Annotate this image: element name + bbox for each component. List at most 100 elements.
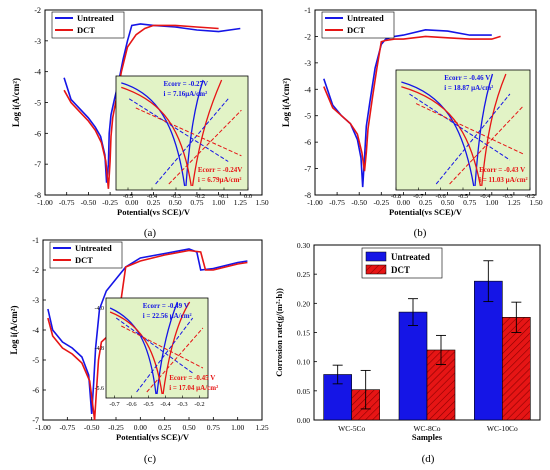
x-tick-label: 0.75: [207, 423, 220, 432]
y-tick-label: -4: [304, 85, 311, 94]
panel-label: (d): [422, 453, 435, 465]
y-axis-title: Log i(A/cm²): [11, 78, 21, 127]
y-tick-label: 0.00: [297, 416, 310, 425]
inset-curve-dct: [121, 79, 223, 187]
y-axis-title: Corrosion rate(g/(m²·h)): [274, 288, 284, 377]
legend-swatch: [365, 264, 387, 275]
inset-x-tick-label: -0.8: [391, 193, 401, 200]
y-tick-label: -3: [32, 296, 39, 305]
panel-c: -1.00 -0.75 -0.50 -0.25 0.00 0.25 0.50 0.75 1.00…: [9, 236, 269, 465]
x-tick-label: 0.25: [419, 198, 432, 207]
x-tick-label: 0.25: [147, 198, 160, 207]
x-axis-title: Potential(vs SCE)/V: [116, 432, 190, 442]
inset-x-tick-label: -0.3: [171, 193, 181, 200]
inset-x-tick-label: -0.1: [219, 193, 229, 200]
inset-curve-dct: [109, 301, 191, 395]
x-tick-label: -0.25: [102, 198, 118, 207]
inset-x-tick-label: -0.2: [195, 193, 205, 200]
x-tick-label: 1.50: [255, 198, 268, 207]
legend-label: DCT: [391, 265, 410, 275]
series-line-dct: [323, 35, 501, 172]
series-line-dct: [63, 24, 219, 189]
legend-swatch: [365, 251, 387, 262]
inset-x-tick-label: -0.4: [480, 193, 491, 200]
bar-dct: [502, 317, 531, 421]
inset-tangent-line: [409, 93, 511, 161]
y-tick-label: -8: [304, 191, 311, 200]
x-tick-label: 1.25: [255, 423, 268, 432]
inset-x-tick-label: -0.5: [123, 193, 133, 200]
inset-curve-dct: [401, 73, 507, 187]
x-axis-title: Samples: [412, 432, 443, 442]
inset-x-tick-label: -0.6: [126, 401, 137, 408]
bar-untreated: [474, 280, 503, 421]
x-tick-label: 1.25: [234, 198, 247, 207]
inset-x-tick-label: -0.4: [147, 193, 158, 200]
inset-tangent-line: [435, 93, 511, 185]
inset-x-tick-label: -0.3: [503, 193, 513, 200]
legend-label: Untreated: [391, 252, 430, 262]
x-tick-label: 1.25: [507, 198, 520, 207]
x-tick-label: 0.75: [463, 198, 476, 207]
y-tick-label: -7: [304, 165, 311, 174]
bar-untreated: [398, 311, 428, 421]
y-tick-label: -5: [304, 112, 311, 121]
y-tick-label: -1: [304, 6, 311, 15]
inset-x-tick-label: -0.5: [143, 401, 153, 408]
inset-tangent-line: [135, 107, 242, 157]
y-axis-title: Log i(A/cm²): [9, 306, 19, 355]
y-tick-label: 0.30: [297, 241, 310, 250]
legend-label: Untreated: [77, 13, 114, 23]
y-tick-label: -2: [304, 32, 311, 41]
inset-x-tick-label: -0.3: [177, 401, 187, 408]
y-tick-label: -1: [32, 236, 39, 245]
inset-tangent-line: [146, 327, 204, 393]
x-tick-label: WC-8Co: [413, 424, 440, 433]
panel-label: (b): [414, 227, 427, 239]
x-tick-label: 0.00: [134, 423, 147, 432]
inset-x-tick-label: -0.5: [458, 193, 468, 200]
inset-annotation-untreated: i = 22.56 μA/cm²: [143, 312, 192, 320]
series-line-untreated: [47, 248, 248, 415]
y-tick-label: 0.25: [297, 270, 310, 279]
inset-annotation-untreated: Ecorr = -0.46 V: [444, 74, 490, 82]
inset-annotation-dct: i = 6.79μA/cm²: [198, 176, 242, 184]
inset-annotation-untreated: i = 18.87 μA/cm²: [444, 84, 493, 92]
x-tick-label: 0.00: [397, 198, 410, 207]
x-tick-label: -0.25: [108, 423, 124, 432]
x-tick-label: -0.75: [59, 198, 75, 207]
y-tick-label: -6: [32, 386, 39, 395]
x-tick-label: 1.00: [485, 198, 498, 207]
x-tick-label: 0.50: [441, 198, 454, 207]
inset-x-tick-label: -0.2: [525, 193, 535, 200]
inset-tangent-line: [136, 317, 194, 393]
inset-annotation-untreated: i = 7.16μA/cm²: [164, 90, 208, 98]
x-tick-label: -0.50: [81, 198, 97, 207]
inset-annotation-dct: i = 17.04 μA/cm²: [169, 384, 218, 392]
y-tick-label: -4: [34, 68, 41, 77]
x-axis-title: Potential(vs SCE)/V: [117, 207, 191, 217]
x-tick-label: -1.00: [307, 198, 323, 207]
inset-annotation-untreated: Ecorr = -0.27V: [164, 80, 209, 88]
inset-x-tick-label: 0.0: [244, 193, 252, 200]
y-tick-label: -2: [34, 6, 41, 15]
inset-tangent-line: [128, 98, 229, 162]
x-tick-label: -0.75: [60, 423, 76, 432]
y-tick-label: -8: [34, 191, 41, 200]
y-axis-title: Log i(A/cm²): [281, 78, 291, 127]
x-tick-label: -1.00: [37, 198, 53, 207]
inset-annotation-untreated: Ecorr = -0.49 V: [143, 302, 189, 310]
x-tick-label: -1.00: [35, 423, 51, 432]
legend-box: [321, 11, 395, 39]
legend-label: Untreated: [75, 243, 112, 253]
inset-tangent-line: [121, 325, 204, 369]
y-tick-label: 0.15: [297, 329, 310, 338]
legend-box: [51, 11, 125, 39]
panel-d: 0.00 0.05 0.10 0.15 0.20 0.25 0.30 Corrosion ra…: [274, 241, 541, 465]
panel-label: (c): [144, 453, 157, 465]
legend-label: Untreated: [347, 13, 384, 23]
inset-x-tick-label: -0.4: [160, 401, 171, 408]
inset-x-tick-label: -0.2: [194, 401, 204, 408]
y-tick-label: 0.20: [297, 299, 310, 308]
y-tick-label: -6: [304, 138, 311, 147]
